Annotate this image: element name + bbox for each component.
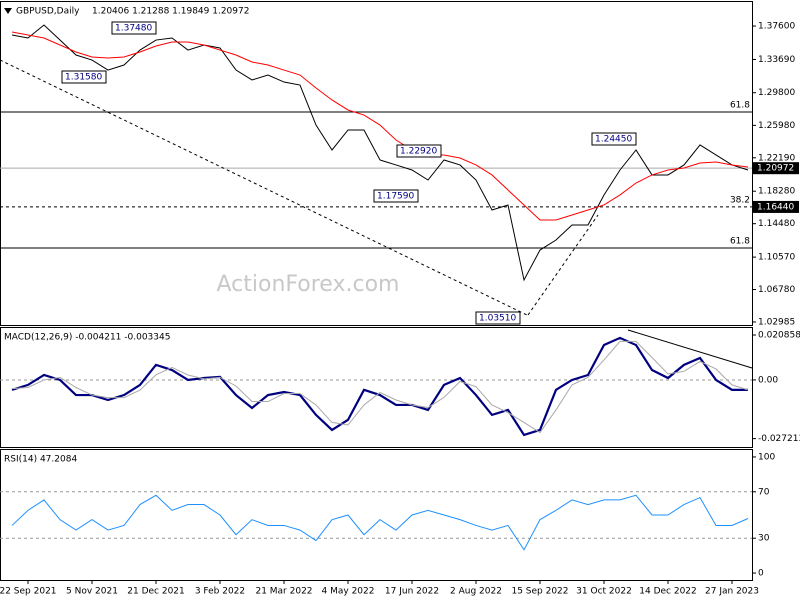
- x-tick-label: 14 Dec 2022: [639, 587, 697, 597]
- y-tick-label: 0: [758, 569, 764, 579]
- price-ohlc: 1.20406 1.21288 1.19849 1.20972: [92, 7, 249, 17]
- symbol-icon: [4, 8, 12, 14]
- series-line: [11, 336, 748, 437]
- x-tick-label: 3 Feb 2022: [195, 587, 245, 597]
- fib-label: 61.8: [730, 236, 750, 246]
- price-title: GBPUSD,Daily: [16, 7, 80, 17]
- trend-line: [0, 59, 528, 316]
- rsi-title: RSI(14) 47.2084: [4, 455, 77, 465]
- macd-trend-line: [627, 329, 753, 369]
- x-tick-label: 21 Dec 2021: [127, 587, 185, 597]
- annotation-box: [111, 21, 157, 35]
- x-tick-label: 4 May 2022: [322, 587, 375, 597]
- y-tick-label: 1.25980: [758, 121, 795, 131]
- macd-title: MACD(12,26,9) -0.004211 -0.003345: [4, 333, 170, 343]
- y-tick-label: 1.22190: [758, 153, 795, 163]
- y-tick-label: 30: [758, 534, 770, 544]
- y-tick-label: -0.027213: [758, 434, 800, 444]
- annotation-box: [61, 70, 107, 84]
- annotation-box: [396, 144, 442, 158]
- annotation: 1.22920: [400, 147, 437, 157]
- y-tick-label: 1.02985: [758, 317, 795, 327]
- annotation-box: [591, 132, 637, 146]
- y-tick-label: 0.020858: [758, 330, 800, 340]
- fib-label: 38.2: [730, 195, 750, 205]
- price-marker-label: 1.16440: [757, 202, 794, 212]
- y-tick-label: 1.29800: [758, 88, 795, 98]
- fib-label: 61.8: [730, 101, 750, 111]
- series-line: [11, 24, 749, 282]
- trend-line: [527, 214, 599, 316]
- annotation: 1.31580: [65, 73, 102, 83]
- x-tick-label: 15 Sep 2022: [511, 587, 568, 597]
- x-tick-label: 22 Sep 2021: [0, 587, 57, 597]
- price-marker: [753, 200, 799, 213]
- price-panel: [0, 1, 753, 326]
- price-marker-label: 1.20972: [757, 164, 794, 174]
- y-tick-label: 1.06780: [758, 285, 795, 295]
- x-tick-label: 31 Oct 2022: [576, 587, 632, 597]
- rsi-panel: [0, 449, 753, 581]
- y-tick-label: 1.10570: [758, 253, 795, 263]
- price-marker: [753, 162, 799, 175]
- annotation: 1.17590: [377, 192, 414, 202]
- watermark: ActionForex.com: [217, 272, 400, 297]
- series-line: [11, 494, 749, 551]
- y-tick-label: 1.14480: [758, 219, 795, 229]
- x-tick-label: 21 Mar 2022: [255, 587, 312, 597]
- y-tick-label: 1.37600: [758, 22, 795, 32]
- annotation: 1.37480: [115, 24, 152, 34]
- series-line: [11, 31, 749, 221]
- x-tick-label: 17 Jun 2022: [385, 587, 439, 597]
- y-tick-label: 1.18280: [758, 187, 795, 197]
- y-tick-label: 0.00: [758, 375, 778, 385]
- x-tick-label: 27 Jan 2023: [705, 587, 759, 597]
- annotation: 1.03510: [479, 314, 516, 324]
- plot-layer: ActionForex.com: [0, 24, 752, 551]
- macd-panel: [0, 327, 753, 448]
- annotation-box: [373, 189, 419, 203]
- series-line: [11, 340, 749, 434]
- y-tick-label: 100: [758, 452, 775, 462]
- x-tick-label: 2 Aug 2022: [450, 587, 502, 597]
- annotation: 1.24450: [595, 135, 632, 145]
- y-tick-label: 70: [758, 487, 770, 497]
- annotation-box: [475, 311, 521, 325]
- x-tick-label: 5 Nov 2021: [66, 587, 118, 597]
- y-tick-label: 1.33690: [758, 55, 795, 65]
